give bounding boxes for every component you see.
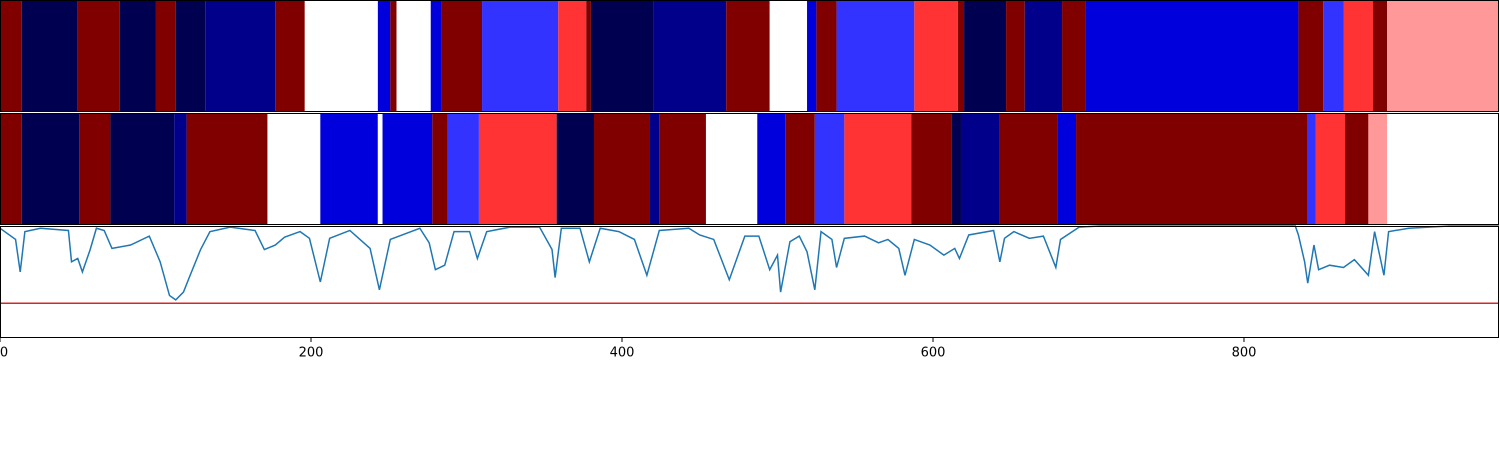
segment (951, 113, 961, 225)
segment (1024, 0, 1063, 112)
segment (659, 113, 706, 225)
segment (590, 0, 654, 112)
segment (1343, 0, 1374, 112)
segment (785, 113, 815, 225)
x-tick-label: 800 (1232, 346, 1257, 361)
segment (186, 113, 268, 225)
segment (0, 0, 22, 112)
segment (320, 113, 378, 225)
segment (1057, 113, 1077, 225)
panel-frame (0, 0, 1499, 112)
segment (757, 113, 786, 225)
segment (836, 0, 915, 112)
segment (1345, 113, 1369, 225)
segment (1387, 0, 1499, 112)
segment (964, 0, 1007, 112)
segment (478, 113, 557, 225)
segment (914, 0, 958, 112)
segment (769, 0, 808, 112)
segment (1315, 113, 1346, 225)
segment (1062, 0, 1086, 112)
x-tick-label: 0 (0, 346, 8, 361)
segment (844, 113, 912, 225)
segment (396, 0, 431, 112)
segment (957, 0, 965, 112)
segment (594, 113, 650, 225)
segment (653, 0, 727, 112)
segment (119, 0, 156, 112)
x-tick-label: 200 (299, 346, 324, 361)
segment (816, 0, 837, 112)
segment (649, 113, 660, 225)
segment (726, 0, 770, 112)
panel-frame (0, 226, 1499, 338)
segment (586, 0, 591, 112)
segment (382, 113, 433, 225)
segment (1006, 0, 1025, 112)
segment (482, 0, 559, 112)
segment (447, 113, 479, 225)
segment (1323, 0, 1344, 112)
segment (1373, 0, 1388, 112)
segment (79, 113, 111, 225)
segment (275, 0, 305, 112)
segment (1076, 113, 1308, 225)
segment (175, 0, 206, 112)
segment (911, 113, 952, 225)
segment (155, 0, 176, 112)
segment (807, 0, 817, 112)
segment (705, 113, 758, 225)
segment (1085, 0, 1299, 112)
segment (304, 0, 378, 112)
segment (814, 113, 845, 225)
x-tick-label: 400 (610, 346, 635, 361)
panel-frame (0, 113, 1499, 225)
segment (390, 0, 397, 112)
segment (174, 113, 187, 225)
segment (1307, 113, 1316, 225)
segment (377, 113, 383, 225)
segment (441, 0, 483, 112)
segment (556, 113, 595, 225)
segment (77, 0, 120, 112)
segment (0, 113, 22, 225)
segment (960, 113, 1000, 225)
segment (1368, 113, 1388, 225)
segment (999, 113, 1058, 225)
segment (21, 113, 80, 225)
segment (267, 113, 321, 225)
segment (432, 113, 448, 225)
segment (558, 0, 587, 112)
segment (205, 0, 276, 112)
segment (21, 0, 78, 112)
segment (1298, 0, 1324, 112)
segment (377, 0, 391, 112)
data-line (0, 225, 1499, 301)
x-tick-label: 600 (921, 346, 946, 361)
segment (110, 113, 175, 225)
segment (430, 0, 442, 112)
